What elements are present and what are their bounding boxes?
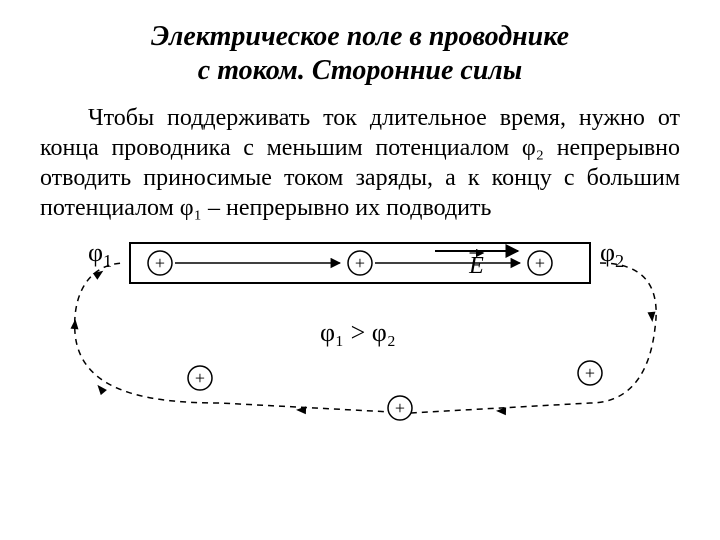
phi2-label: φ2 [600, 238, 624, 272]
title-line-2: с током. Сторонние силы [198, 55, 522, 86]
svg-text:+: + [395, 398, 405, 418]
svg-text:+: + [355, 253, 365, 273]
svg-text:+: + [535, 253, 545, 273]
svg-text:+: + [155, 253, 165, 273]
title-line-1: Электрическое поле в проводнике [151, 21, 569, 52]
svg-text:E: E [468, 253, 484, 279]
circuit-diagram: + + + E + + + φ1 φ2 φ₁ > φ₂ [40, 233, 680, 433]
svg-text:+: + [585, 363, 595, 383]
inequality-label: φ₁ > φ₂ [320, 318, 396, 348]
phi1-label: φ1 [88, 238, 112, 272]
svg-text:+: + [195, 368, 205, 388]
body-paragraph: Чтобы поддерживать ток длительное время,… [40, 103, 680, 223]
